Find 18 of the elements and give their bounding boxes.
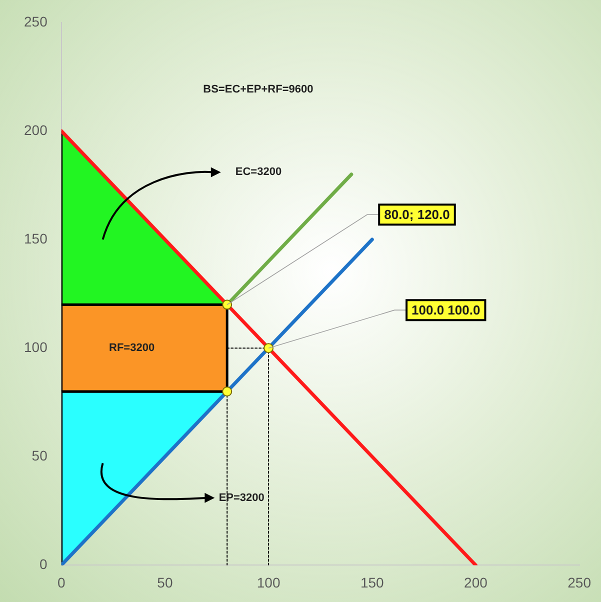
x-tick-label: 100 [256, 574, 280, 590]
annotation: 80.0; 120.0 [384, 207, 450, 222]
annotation: EP=3200 [218, 492, 264, 504]
y-tick-label: 100 [24, 338, 48, 355]
x-tick-label: 200 [464, 574, 488, 590]
y-tick-label: 0 [40, 556, 48, 572]
y-tick-label: 150 [24, 230, 48, 246]
y-tick-label: 250 [24, 13, 48, 30]
x-tick-label: 250 [568, 574, 592, 590]
y-tick-label: 50 [32, 448, 48, 464]
annotation: 100.0 100.0 [412, 302, 480, 318]
x-tick-label: 0 [57, 574, 66, 590]
annotation: BS=EC+EP+RF=9600 [203, 84, 314, 96]
annotation: EC=3200 [235, 166, 282, 178]
x-tick-label: 50 [157, 574, 173, 590]
y-tick-label: 200 [24, 122, 48, 138]
annotation: RF=3200 [109, 342, 155, 354]
x-tick-label: 150 [360, 574, 384, 590]
